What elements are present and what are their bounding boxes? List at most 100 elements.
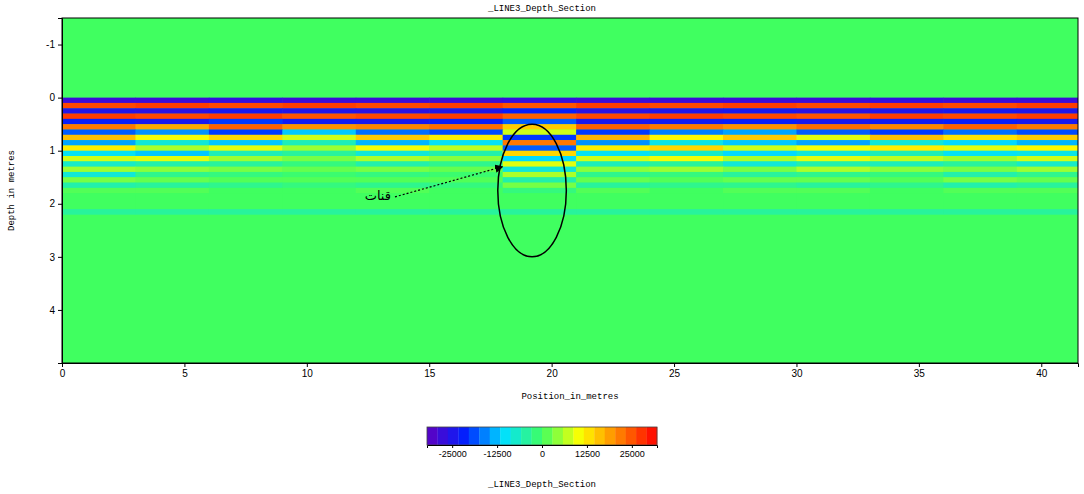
cell (723, 209, 797, 215)
cell (576, 108, 650, 114)
cell (650, 114, 724, 120)
plot-background (62, 18, 1078, 363)
cell (209, 209, 283, 215)
cell (796, 188, 870, 194)
cell (356, 183, 430, 189)
cell (576, 114, 650, 120)
cell (429, 156, 503, 162)
cell (282, 135, 356, 141)
tick-label: 0 (60, 368, 66, 379)
cell (650, 193, 724, 209)
cell (429, 124, 503, 130)
cell (723, 124, 797, 130)
cell (1017, 183, 1078, 189)
cell (650, 129, 724, 135)
y-axis: -101234 (46, 19, 62, 364)
cell (576, 135, 650, 141)
tick-mark (452, 445, 453, 448)
cell (576, 167, 650, 173)
cell (429, 161, 503, 167)
cell (356, 177, 430, 183)
cell (429, 140, 503, 146)
cell (723, 183, 797, 189)
cell (723, 108, 797, 114)
cell (209, 172, 283, 178)
cell (135, 119, 209, 125)
cell (62, 124, 136, 130)
cell (209, 129, 283, 135)
tick-mark (58, 257, 62, 258)
color-step (584, 427, 595, 445)
cell (870, 135, 944, 141)
cell (576, 98, 650, 104)
cell (723, 135, 797, 141)
cell (282, 156, 356, 162)
tick-label: 5 (182, 368, 188, 379)
tick: 0 (49, 92, 62, 103)
tick-label: 1 (49, 145, 55, 156)
cell (135, 124, 209, 130)
tick-label: 4 (49, 305, 55, 316)
cell (356, 135, 430, 141)
tick: 3 (49, 252, 62, 263)
cell (723, 172, 797, 178)
cell (796, 119, 870, 125)
cell (1017, 145, 1078, 151)
cell (429, 119, 503, 125)
cell (796, 114, 870, 120)
tick: 0 (540, 445, 545, 459)
tick: 1 (49, 145, 62, 156)
tick-mark (1041, 363, 1042, 367)
cell (282, 98, 356, 104)
color-step (448, 427, 459, 445)
tick-mark (542, 445, 543, 448)
cell (282, 129, 356, 135)
cell (62, 193, 136, 209)
cell (356, 151, 430, 157)
color-step (563, 427, 574, 445)
cell (429, 98, 503, 104)
cell (356, 129, 430, 135)
cell (576, 209, 650, 215)
tick-label: -1 (46, 39, 55, 50)
cell (356, 156, 430, 162)
tick-mark (184, 363, 185, 367)
cell (870, 188, 944, 194)
cell (282, 193, 356, 209)
color-step (490, 427, 501, 445)
cell (356, 209, 430, 215)
cell (62, 188, 136, 194)
axis-line (428, 446, 658, 449)
cell (576, 151, 650, 157)
tick-mark (58, 45, 62, 46)
cell (135, 108, 209, 114)
cell (650, 135, 724, 141)
cell (576, 172, 650, 178)
tick-mark (552, 363, 553, 367)
tick: 25 (669, 363, 681, 379)
cell (356, 161, 430, 167)
cell (282, 177, 356, 183)
cell (429, 103, 503, 109)
cell (723, 177, 797, 183)
tick-label: -25000 (439, 449, 467, 459)
cell (135, 183, 209, 189)
cell (62, 103, 136, 109)
cell (796, 108, 870, 114)
tick-mark (58, 310, 62, 311)
cell (796, 156, 870, 162)
cell (429, 188, 503, 194)
x-axis-title: Position_in_metres (521, 392, 618, 402)
cell (503, 103, 577, 109)
color-step (532, 427, 543, 445)
annotation-text: قنات (365, 188, 391, 203)
cell (723, 156, 797, 162)
color-step (594, 427, 605, 445)
cell (209, 151, 283, 157)
cell (796, 151, 870, 157)
cell (796, 103, 870, 109)
cell (576, 145, 650, 151)
tick-mark (796, 363, 797, 367)
cell (1017, 156, 1078, 162)
cell (62, 177, 136, 183)
